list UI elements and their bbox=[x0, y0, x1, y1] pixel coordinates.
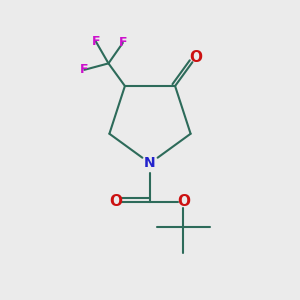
Text: O: O bbox=[177, 194, 190, 209]
Text: F: F bbox=[118, 36, 127, 50]
Text: F: F bbox=[80, 63, 88, 76]
Text: O: O bbox=[189, 50, 202, 65]
Text: N: N bbox=[144, 156, 156, 170]
Text: O: O bbox=[109, 194, 122, 209]
Text: F: F bbox=[92, 35, 100, 48]
